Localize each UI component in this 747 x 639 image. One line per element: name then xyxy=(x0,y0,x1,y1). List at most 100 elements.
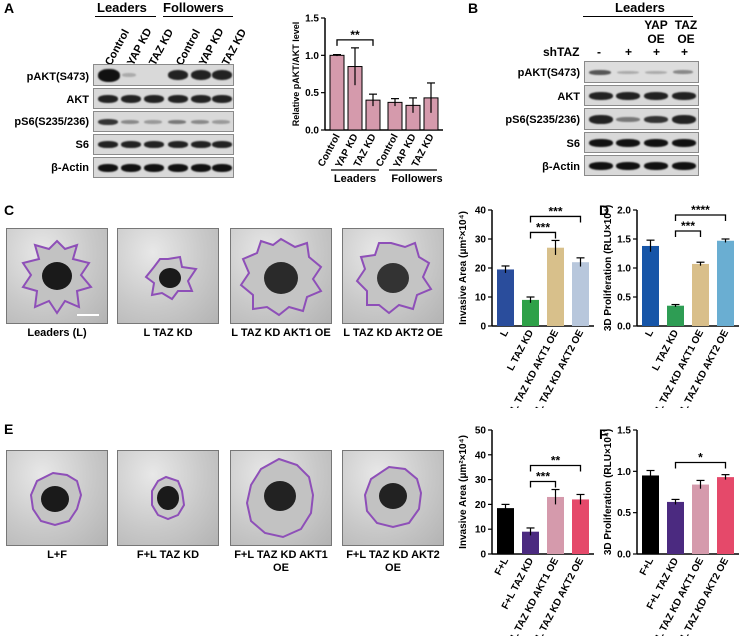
y-tick-label: 1.5 xyxy=(305,14,319,25)
significance-label: * xyxy=(698,451,703,465)
image-caption: L TAZ KD AKT2 OE xyxy=(343,327,443,339)
y-tick-label: 1.0 xyxy=(305,51,319,62)
bar xyxy=(572,499,589,554)
panel-label-e: E xyxy=(4,421,14,437)
lane-header: YAP OE xyxy=(644,18,668,46)
significance-label: *** xyxy=(536,470,550,484)
y-tick-label: 0.5 xyxy=(617,508,631,519)
row-label-akt: AKT xyxy=(66,94,89,106)
y-tick-label: 0.0 xyxy=(617,322,631,333)
group-line-followers xyxy=(163,16,233,17)
row-label-pakt: pAKT(S473) xyxy=(517,67,580,79)
y-tick-label: 1.0 xyxy=(617,264,631,275)
y-tick-label: 40 xyxy=(475,450,487,461)
row-label-pakt: pAKT(S473) xyxy=(26,71,89,83)
bar xyxy=(497,269,514,326)
row-label-actin: β-Actin xyxy=(51,162,89,174)
sh-value: + xyxy=(681,45,689,59)
bar xyxy=(717,240,734,326)
row-label-s6: S6 xyxy=(566,138,580,150)
row-label-ps6: pS6(S235/236) xyxy=(14,116,89,128)
significance-bracket xyxy=(529,215,582,223)
blot-strip xyxy=(584,108,699,130)
significance-label: *** xyxy=(681,219,695,233)
blot-strip xyxy=(584,155,699,176)
y-tick-label: 10 xyxy=(475,525,487,536)
significance-bracket xyxy=(529,480,557,488)
category-label: F+L xyxy=(638,556,656,577)
blot-strip xyxy=(93,64,234,86)
bar xyxy=(642,245,659,326)
bar xyxy=(667,501,684,554)
significance-bracket xyxy=(529,464,582,472)
image-caption: L+F xyxy=(47,549,67,561)
bar xyxy=(387,101,403,131)
y-tick-label: 40 xyxy=(475,206,487,217)
y-tick-label: 0 xyxy=(480,322,486,333)
blot-strip xyxy=(584,85,699,106)
y-tick-label: 0.0 xyxy=(305,126,319,137)
spheroid-image xyxy=(6,228,108,324)
blot-strip xyxy=(93,111,234,132)
panel-label-c: C xyxy=(4,202,15,218)
blot-strip xyxy=(584,61,699,83)
significance-label: ** xyxy=(350,28,360,42)
spheroid-image xyxy=(6,450,108,546)
significance-bracket xyxy=(674,230,702,237)
y-tick-label: 1.0 xyxy=(617,467,631,478)
row-label-actin: β-Actin xyxy=(542,161,580,173)
y-axis-label: 3D Proliferation (RLU×10⁴) xyxy=(603,205,614,331)
y-tick-label: 20 xyxy=(475,500,487,511)
bar xyxy=(497,508,514,554)
bar xyxy=(522,531,539,554)
y-axis-label: Relative pAKT/AKT level xyxy=(291,22,301,127)
significance-label: *** xyxy=(548,204,562,218)
panel-label-b: B xyxy=(468,0,479,16)
chart-d: 0.0 0.5 1.0 1.5 2.03D Proliferation (RLU×10⁴… xyxy=(603,203,739,408)
sh-value: + xyxy=(625,45,633,59)
y-tick-label: 50 xyxy=(475,426,487,437)
y-tick-label: 20 xyxy=(475,264,487,275)
chart-f: 0.0 0.5 1.0 1.53D Proliferation (RLU×10⁴) F+… xyxy=(603,426,739,636)
bar xyxy=(547,496,564,554)
significance-bracket xyxy=(336,39,374,46)
group-label-leaders: Leaders xyxy=(97,0,147,15)
y-axis-label: Invasive Area (μm²×10⁴) xyxy=(458,435,469,549)
y-tick-label: 0 xyxy=(480,550,486,561)
y-tick-label: 0.0 xyxy=(617,550,631,561)
y-axis-label: Invasive Area (μm²×10⁴) xyxy=(458,211,469,325)
blot-strip xyxy=(93,88,234,109)
significance-label: **** xyxy=(691,203,710,217)
bar xyxy=(522,299,539,326)
blot-strip xyxy=(93,157,234,178)
image-caption: L TAZ KD xyxy=(143,327,193,339)
image-caption: F+L TAZ KD AKT1 OE xyxy=(234,549,328,574)
row-label-akt: AKT xyxy=(557,91,580,103)
y-tick-label: 30 xyxy=(475,235,487,246)
lane-header: TAZ OE xyxy=(674,18,698,46)
category-label: L xyxy=(499,328,512,339)
row-label-ps6: pS6(S235/236) xyxy=(505,114,580,126)
bar xyxy=(329,54,345,131)
spheroid-image xyxy=(117,450,219,546)
shtaz-label: shTAZ xyxy=(543,45,580,59)
spheroid-image xyxy=(230,228,332,324)
spheroid-image xyxy=(117,228,219,324)
group-label: Leaders xyxy=(334,173,376,185)
panel-label-d: D xyxy=(599,202,610,218)
bar xyxy=(642,475,659,554)
group-line-leaders xyxy=(95,16,156,17)
row-label-s6: S6 xyxy=(75,139,89,151)
y-tick-label: 1.5 xyxy=(617,235,631,246)
bar xyxy=(692,263,709,326)
significance-bracket xyxy=(529,231,557,239)
image-caption: L TAZ KD AKT1 OE xyxy=(231,327,331,339)
significance-bracket xyxy=(674,461,727,469)
y-tick-label: 30 xyxy=(475,475,487,486)
category-label: F+L xyxy=(493,556,511,577)
blot-strip xyxy=(584,132,699,153)
y-tick-label: 2.0 xyxy=(617,206,631,217)
